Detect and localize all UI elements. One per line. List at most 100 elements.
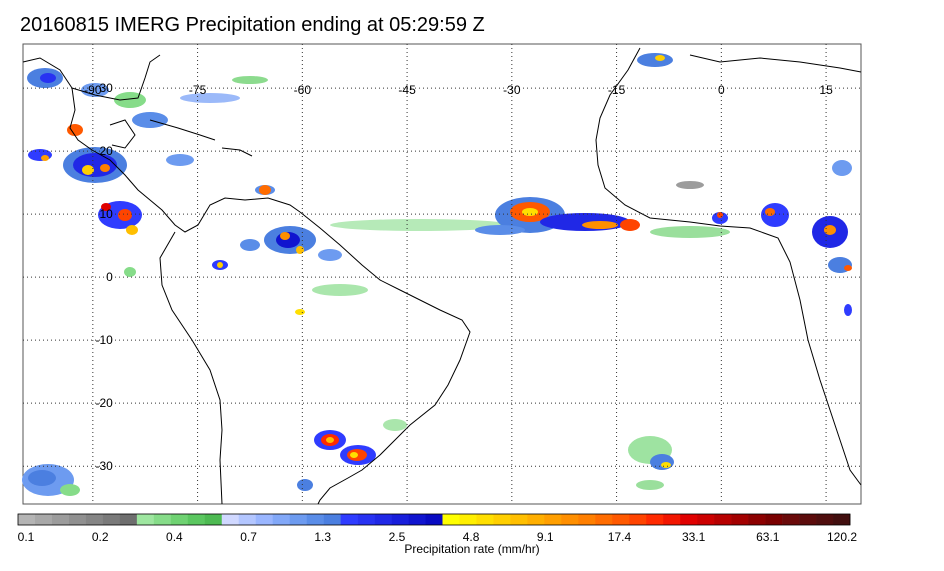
colorbar-swatch	[119, 514, 138, 525]
colorbar-tick-label: 0.4	[166, 530, 183, 544]
colorbar-swatch	[646, 514, 664, 525]
colorbar	[17, 513, 851, 526]
colorbar-border	[17, 513, 851, 526]
latitude-label: 0	[106, 270, 113, 284]
colorbar-tick-label: 2.5	[389, 530, 406, 544]
latitude-label: -10	[95, 333, 113, 347]
colorbar-tick-label: 17.4	[608, 530, 632, 544]
coastline-yucatan	[109, 119, 136, 149]
colorbar-tick-label: 4.8	[463, 530, 480, 544]
colorbar-swatch	[18, 514, 36, 525]
colorbar-swatch	[238, 514, 257, 525]
colorbar-swatch	[187, 514, 206, 525]
colorbar-swatch	[442, 514, 460, 525]
graticule	[23, 44, 861, 504]
precip-west-africa	[637, 53, 852, 316]
latitude-labels: 30 20 10 0 -10 -20 -30	[95, 81, 113, 473]
colorbar-tick-label: 63.1	[756, 530, 780, 544]
latitude-label: -20	[95, 396, 113, 410]
colorbar-swatch	[221, 514, 240, 525]
longitude-labels: -90 -75 -60 -45 -30 -15 0 15	[84, 83, 833, 97]
colorbar-title: Precipitation rate (mm/hr)	[404, 542, 540, 556]
colorbar-swatch	[714, 514, 732, 525]
colorbar-swatch	[782, 514, 800, 525]
colorbar-swatch	[289, 514, 307, 525]
colorbar-swatch	[816, 514, 834, 525]
colorbar-swatch	[561, 514, 579, 525]
coastlines	[22, 47, 862, 505]
coastline-mediterranean	[689, 54, 862, 73]
longitude-label: -60	[294, 83, 312, 97]
colorbar-swatch	[799, 514, 817, 525]
colorbar-swatch	[408, 514, 426, 525]
colorbar-swatch	[510, 514, 528, 525]
colorbar-swatch	[493, 514, 511, 525]
colorbar-swatch	[544, 514, 562, 525]
colorbar-tick-label: 120.2	[827, 530, 857, 544]
colorbar-swatch	[595, 514, 613, 525]
colorbar-tick-label: 1.3	[314, 530, 331, 544]
colorbar-swatch	[357, 514, 375, 525]
latitude-label: -30	[95, 459, 113, 473]
colorbar-swatch	[748, 514, 766, 525]
colorbar-swatch	[612, 514, 630, 525]
colorbar-swatch	[85, 514, 104, 525]
colorbar-swatch	[51, 514, 70, 525]
colorbar-swatch	[476, 514, 494, 525]
precip-south-brazil	[297, 419, 407, 491]
precipitation-layer	[22, 53, 852, 496]
precip-central-america	[28, 124, 142, 277]
longitude-label: 15	[819, 83, 833, 97]
colorbar-swatch	[374, 514, 392, 525]
colorbar-swatch	[34, 514, 53, 525]
colorbar-swatch	[68, 514, 87, 525]
colorbar-tick-label: 9.1	[537, 530, 554, 544]
longitude-label: -45	[398, 83, 416, 97]
colorbar-swatch	[731, 514, 749, 525]
longitude-label: -15	[608, 83, 626, 97]
colorbar-swatch	[170, 514, 189, 525]
longitude-label: 0	[718, 83, 725, 97]
latitude-label: 10	[99, 207, 113, 221]
precip-south-pacific	[22, 464, 80, 496]
colorbar-swatch	[527, 514, 545, 525]
latitude-label: 30	[99, 81, 113, 95]
colorbar-swatch	[391, 514, 409, 525]
longitude-label: -30	[503, 83, 521, 97]
colorbar-tick-label: 0.7	[240, 530, 257, 544]
colorbar-swatch	[136, 514, 155, 525]
colorbar-swatch	[680, 514, 698, 525]
precip-itcz-atlantic	[330, 197, 730, 238]
colorbar-swatch	[255, 514, 273, 525]
colorbar-swatch	[578, 514, 596, 525]
colorbar-swatch	[697, 514, 715, 525]
colorbar-tick-label: 33.1	[682, 530, 706, 544]
colorbar-tick-label: 0.1	[18, 530, 35, 544]
latitude-label: 20	[99, 144, 113, 158]
coastline-north-america	[22, 57, 301, 233]
map-title: 20160815 IMERG Precipitation ending at 0…	[20, 14, 485, 36]
coastline-africa	[595, 47, 862, 486]
precip-gulf-mexico	[27, 68, 275, 195]
colorbar-swatch	[204, 514, 223, 525]
colorbar-tick-label: 0.2	[92, 530, 109, 544]
colorbar-swatch	[765, 514, 783, 525]
colorbar-swatch	[153, 514, 172, 525]
coastline-cuba	[149, 119, 216, 141]
colorbar-swatch	[629, 514, 647, 525]
colorbar-swatch	[340, 514, 358, 525]
coastline-south-america-east	[299, 211, 471, 505]
colorbar-swatch	[306, 514, 324, 525]
coastline-south-america-west	[159, 231, 223, 505]
longitude-label: -75	[189, 83, 207, 97]
colorbar-swatch	[272, 514, 290, 525]
colorbar-swatch	[663, 514, 681, 525]
coastline-gulf	[71, 54, 161, 101]
colorbar-swatch	[323, 514, 341, 525]
longitude-label: -90	[84, 83, 102, 97]
colorbar-swatch	[102, 514, 121, 525]
colorbar-swatch	[833, 514, 851, 525]
colorbar-swatch	[459, 514, 477, 525]
colorbar-tick-labels: 0.1 0.2 0.4 0.7 1.3 2.5 4.8 9.1 17.4 33.1 63.1 120.…	[18, 530, 858, 544]
